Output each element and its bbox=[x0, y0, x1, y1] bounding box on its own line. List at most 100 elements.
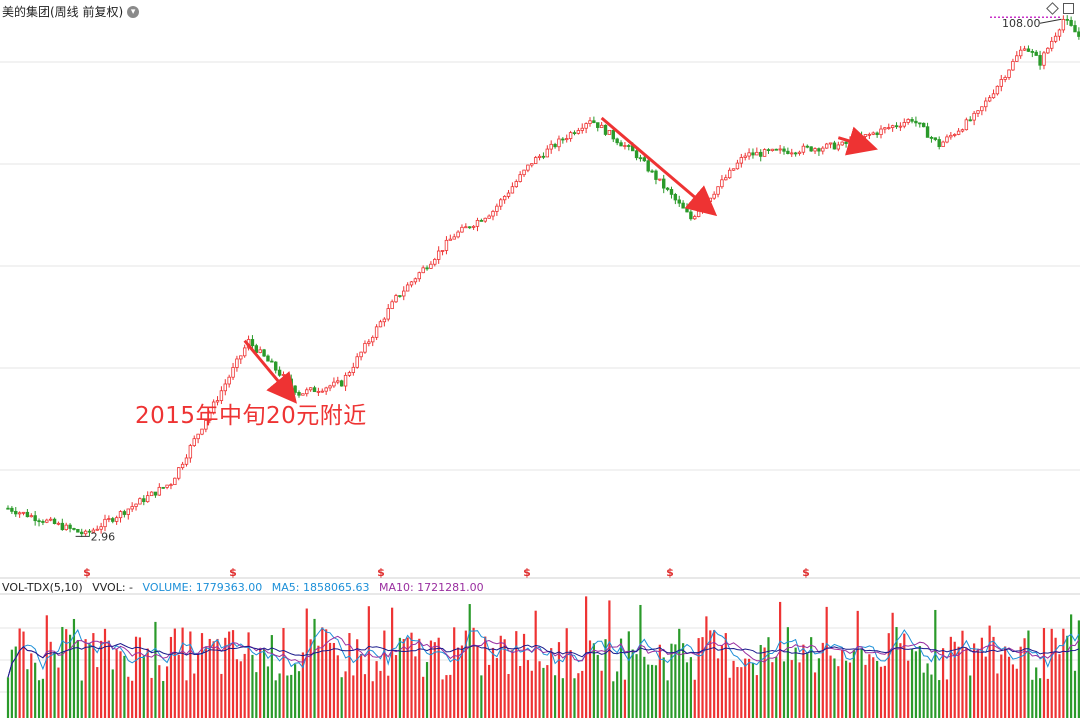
candle-body bbox=[382, 318, 387, 323]
candle-body bbox=[308, 387, 313, 391]
volume-bar bbox=[546, 665, 549, 718]
volume-bar bbox=[565, 628, 568, 718]
volume-bar bbox=[14, 646, 17, 718]
volume-bar bbox=[980, 637, 983, 718]
volume-bar bbox=[949, 636, 952, 718]
volume-bar bbox=[394, 655, 398, 718]
candle-body bbox=[584, 123, 588, 129]
volume-bar bbox=[115, 649, 118, 718]
candle-body bbox=[479, 220, 484, 222]
candle-body bbox=[572, 132, 577, 135]
volume-bar bbox=[476, 645, 479, 718]
candle-body bbox=[805, 145, 809, 148]
candle-body bbox=[374, 326, 379, 338]
volume-bar bbox=[1038, 678, 1042, 718]
volume-bar bbox=[786, 627, 789, 718]
volume-bar bbox=[806, 652, 809, 718]
candle-body bbox=[258, 349, 262, 353]
volume-bar bbox=[771, 662, 774, 718]
volume-bar bbox=[18, 628, 21, 718]
volume-bar bbox=[216, 638, 219, 718]
candle-body bbox=[836, 144, 841, 150]
volume-bar bbox=[1042, 628, 1046, 718]
candle-body bbox=[673, 193, 678, 201]
volume-bar bbox=[305, 608, 308, 718]
volume-bar bbox=[375, 661, 378, 718]
volume-bar bbox=[608, 600, 611, 718]
candle-body bbox=[685, 207, 689, 213]
candle-body bbox=[1015, 55, 1019, 62]
candle-body bbox=[937, 139, 941, 148]
volume-bar bbox=[352, 675, 355, 718]
candle-body bbox=[514, 181, 518, 188]
volume-bar bbox=[480, 675, 483, 718]
volume-bar bbox=[507, 673, 510, 718]
volume-bar bbox=[674, 644, 677, 718]
volume-bar bbox=[515, 631, 518, 718]
candle-body bbox=[611, 129, 615, 140]
candle-body bbox=[161, 486, 165, 489]
diamond-icon[interactable] bbox=[1046, 2, 1059, 15]
ma5-value: MA5: 1858065.63 bbox=[271, 581, 370, 594]
volume-bar bbox=[53, 651, 56, 718]
volume-bar bbox=[736, 667, 739, 718]
chevron-down-icon[interactable]: ▾ bbox=[127, 5, 140, 18]
candle-body bbox=[1030, 51, 1035, 53]
volume-bar bbox=[635, 654, 638, 718]
candle-body bbox=[1022, 48, 1027, 51]
window-icon[interactable] bbox=[1063, 3, 1074, 14]
candle-body bbox=[1018, 49, 1023, 57]
volume-bar bbox=[837, 666, 840, 718]
candle-body bbox=[157, 486, 162, 496]
volume-bar bbox=[654, 665, 658, 718]
volume-indicator-name[interactable]: VOL-TDX(5,10) bbox=[2, 581, 83, 594]
candle-body bbox=[351, 366, 356, 373]
volume-bar bbox=[499, 635, 502, 718]
volume-value: VOLUME: 1779363.00 bbox=[142, 581, 263, 594]
volume-bar bbox=[522, 633, 526, 718]
volume-bar bbox=[790, 660, 793, 718]
volume-bar bbox=[10, 649, 13, 718]
volume-bar bbox=[868, 654, 871, 718]
candle-body bbox=[266, 355, 270, 362]
volume-bar bbox=[247, 632, 250, 718]
candle-body bbox=[541, 155, 546, 158]
candle-body bbox=[219, 390, 224, 401]
volume-bar bbox=[821, 642, 824, 718]
candle-body bbox=[716, 186, 720, 195]
candle-body bbox=[200, 428, 204, 435]
volume-bar bbox=[449, 674, 452, 718]
volume-bar bbox=[336, 655, 339, 718]
volume-bar bbox=[251, 654, 254, 718]
ma10-line bbox=[7, 635, 1080, 678]
candle-body bbox=[33, 515, 37, 522]
volume-bar bbox=[1007, 656, 1011, 718]
candle-body bbox=[929, 136, 934, 139]
volume-bar bbox=[930, 674, 933, 718]
volume-bar bbox=[988, 625, 991, 718]
volume-bar bbox=[418, 638, 421, 718]
candle-body bbox=[475, 220, 480, 227]
trend-arrow bbox=[600, 116, 718, 217]
candle-body bbox=[1034, 51, 1038, 56]
candle-body bbox=[774, 148, 778, 151]
candle-body bbox=[832, 142, 837, 150]
candle-body bbox=[64, 524, 68, 531]
volume-bar bbox=[670, 643, 673, 718]
candle-body bbox=[669, 189, 674, 195]
candle-body bbox=[114, 517, 119, 522]
volume-bar bbox=[224, 637, 227, 718]
volume-bar bbox=[422, 676, 425, 718]
volume-bar bbox=[37, 680, 41, 718]
candle-body bbox=[724, 177, 728, 181]
candle-body bbox=[250, 339, 255, 347]
volume-bar bbox=[872, 657, 875, 718]
candle-body bbox=[409, 281, 414, 286]
volume-bar bbox=[26, 669, 29, 718]
volume-bar bbox=[88, 643, 91, 718]
volume-bar bbox=[716, 658, 720, 718]
candle-body bbox=[134, 503, 138, 507]
volume-bar bbox=[402, 639, 405, 718]
